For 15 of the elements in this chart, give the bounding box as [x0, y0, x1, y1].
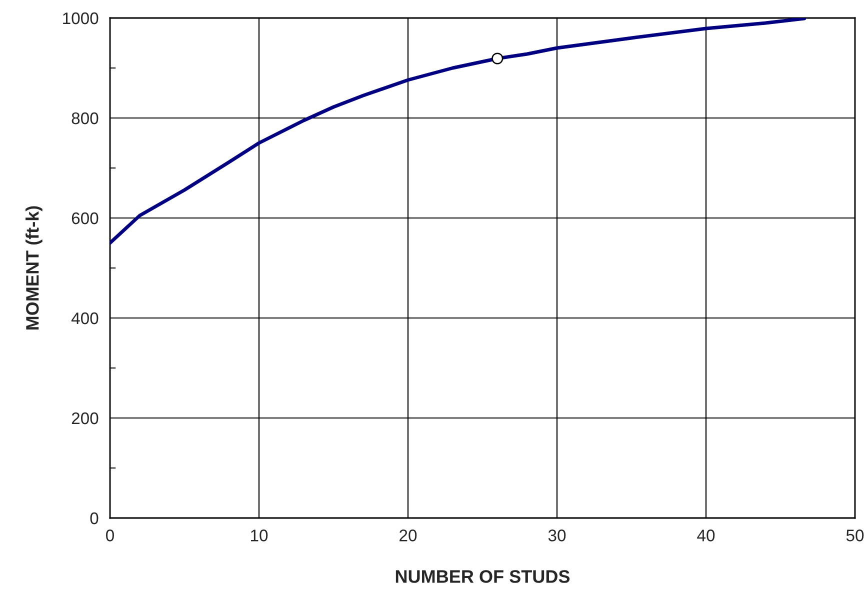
x-tick-label: 0	[106, 530, 114, 542]
x-tick-label: 50	[846, 530, 864, 542]
y-tick-label: 0	[90, 512, 98, 524]
x-axis-title: NUMBER OF STUDS	[396, 570, 570, 583]
y-tick-label: 1000	[63, 12, 98, 24]
x-tick-label: 10	[251, 530, 268, 542]
x-tick-label: 30	[548, 530, 566, 542]
y-tick-label: 200	[72, 412, 98, 424]
y-tick-label: 400	[71, 312, 98, 324]
y-tick-label: 800	[72, 112, 98, 124]
line-series	[110, 18, 806, 245]
x-tick-label: 40	[697, 530, 715, 542]
x-tick-label: 20	[400, 530, 417, 542]
y-tick-label: 600	[72, 212, 98, 224]
y-axis-title: MOMENT (ft-k)	[26, 206, 42, 330]
